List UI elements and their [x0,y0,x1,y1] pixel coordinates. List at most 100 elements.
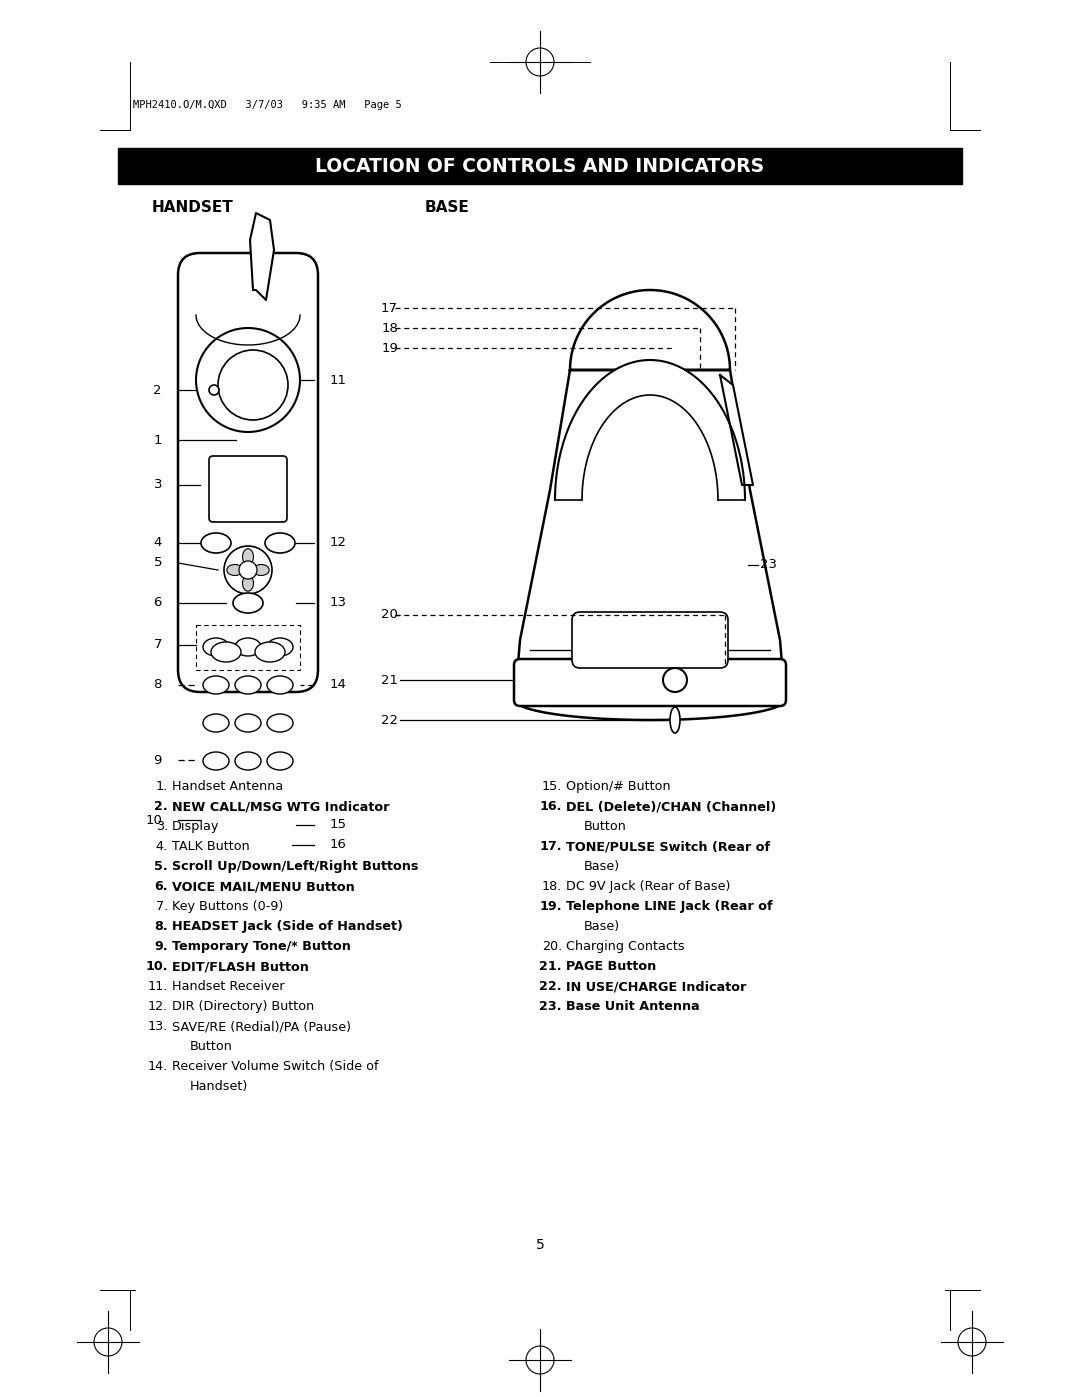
Ellipse shape [211,643,241,662]
Text: NEW CALL/MSG WTG Indicator: NEW CALL/MSG WTG Indicator [172,800,390,813]
Text: 5: 5 [153,556,162,570]
Text: 19: 19 [381,341,399,355]
Text: Button: Button [190,1039,233,1053]
Text: Base): Base) [584,861,620,873]
Circle shape [239,562,257,578]
Text: 12.: 12. [148,1000,168,1013]
Polygon shape [720,374,753,485]
Text: 8.: 8. [154,921,168,933]
Text: 21: 21 [381,673,399,686]
Text: 22.: 22. [540,981,562,993]
Ellipse shape [203,714,229,732]
Ellipse shape [203,752,229,770]
Text: 5.: 5. [154,861,168,873]
Text: 7: 7 [153,638,162,651]
Text: 2.: 2. [154,800,168,813]
Circle shape [663,668,687,692]
Polygon shape [515,291,785,719]
Ellipse shape [253,564,269,576]
Text: 13: 13 [330,597,347,609]
Text: 23: 23 [760,559,777,571]
Bar [118,148,962,184]
Text: Base): Base) [584,921,620,933]
Text: 18: 18 [381,321,399,334]
Text: EDIT/FLASH Button: EDIT/FLASH Button [172,960,309,972]
Text: IN USE/CHARGE Indicator: IN USE/CHARGE Indicator [566,981,746,993]
FancyBboxPatch shape [178,253,318,692]
FancyBboxPatch shape [210,455,287,522]
Text: 12: 12 [330,536,347,549]
Text: 15.: 15. [542,780,562,793]
Text: 22: 22 [381,714,399,726]
Text: Handset Receiver: Handset Receiver [172,981,285,993]
Text: 17: 17 [381,302,399,314]
Text: Handset): Handset) [190,1080,248,1092]
Text: 16.: 16. [540,800,562,813]
Circle shape [210,386,219,395]
Text: HANDSET: HANDSET [152,200,233,215]
Text: HEADSET Jack (Side of Handset): HEADSET Jack (Side of Handset) [172,921,403,933]
Text: 3: 3 [153,479,162,492]
Ellipse shape [267,714,293,732]
Text: 6: 6 [153,597,162,609]
Text: VOICE MAIL/MENU Button: VOICE MAIL/MENU Button [172,880,354,893]
Polygon shape [249,212,274,300]
Ellipse shape [235,752,261,770]
Text: 7.: 7. [156,900,168,914]
Text: SAVE/RE (Redial)/PA (Pause): SAVE/RE (Redial)/PA (Pause) [172,1020,351,1032]
Ellipse shape [235,676,261,694]
Text: LOCATION OF CONTROLS AND INDICATORS: LOCATION OF CONTROLS AND INDICATORS [315,156,765,176]
Text: TONE/PULSE Switch (Rear of: TONE/PULSE Switch (Rear of [566,840,770,854]
Text: Button: Button [584,820,626,833]
Text: Display: Display [172,820,219,833]
Text: 16: 16 [330,838,347,852]
Ellipse shape [227,564,243,576]
Text: Charging Contacts: Charging Contacts [566,940,685,953]
Text: 3.: 3. [156,820,168,833]
Ellipse shape [243,549,254,564]
Text: 11: 11 [330,373,347,387]
Text: 20: 20 [381,609,399,622]
FancyBboxPatch shape [572,612,728,668]
Text: 13.: 13. [148,1020,168,1032]
Ellipse shape [267,752,293,770]
Circle shape [218,351,288,420]
Ellipse shape [235,714,261,732]
Text: Key Buttons (0-9): Key Buttons (0-9) [172,900,283,914]
Text: PAGE Button: PAGE Button [566,960,657,972]
Text: 1: 1 [153,433,162,447]
Text: 15: 15 [330,819,347,831]
Text: 9: 9 [153,753,162,767]
Polygon shape [555,360,745,500]
Text: DC 9V Jack (Rear of Base): DC 9V Jack (Rear of Base) [566,880,730,893]
Text: 5: 5 [536,1238,544,1252]
Text: Temporary Tone/* Button: Temporary Tone/* Button [172,940,351,953]
Text: 14.: 14. [148,1060,168,1073]
Text: 2: 2 [153,384,162,397]
Text: DIR (Directory) Button: DIR (Directory) Button [172,1000,314,1013]
Text: Option/# Button: Option/# Button [566,780,671,793]
Text: 4.: 4. [156,840,168,854]
Text: BASE: BASE [426,200,470,215]
Text: 10: 10 [145,813,162,827]
Text: MPH2410.O/M.QXD   3/7/03   9:35 AM   Page 5: MPH2410.O/M.QXD 3/7/03 9:35 AM Page 5 [133,101,402,110]
Text: 1.: 1. [156,780,168,793]
Text: 20.: 20. [542,940,562,953]
Text: Scroll Up/Down/Left/Right Buttons: Scroll Up/Down/Left/Right Buttons [172,861,418,873]
Text: 21.: 21. [540,960,562,972]
Ellipse shape [203,676,229,694]
Ellipse shape [267,638,293,657]
Text: Receiver Volume Switch (Side of: Receiver Volume Switch (Side of [172,1060,378,1073]
Text: 9.: 9. [154,940,168,953]
Ellipse shape [670,707,680,733]
Text: 23.: 23. [540,1000,562,1013]
Text: Handset Antenna: Handset Antenna [172,780,283,793]
Text: Base Unit Antenna: Base Unit Antenna [566,1000,700,1013]
Text: 10.: 10. [146,960,168,972]
Ellipse shape [235,638,261,657]
Text: 17.: 17. [540,840,562,854]
Circle shape [195,328,300,432]
Text: 19.: 19. [540,900,562,914]
Ellipse shape [201,534,231,553]
Circle shape [224,546,272,594]
